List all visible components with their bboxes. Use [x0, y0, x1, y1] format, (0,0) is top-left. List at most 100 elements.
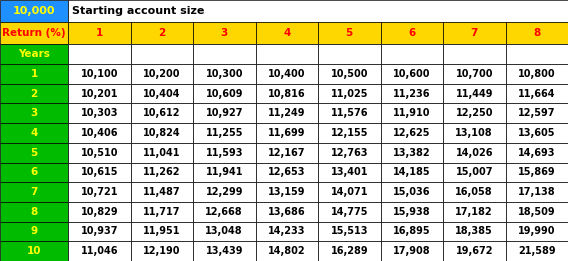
Text: 12,299: 12,299	[206, 187, 243, 197]
Text: 6: 6	[30, 167, 37, 177]
Text: 2: 2	[30, 88, 37, 99]
Text: 21,589: 21,589	[518, 246, 556, 256]
Bar	[381, 103, 443, 123]
Text: 16,895: 16,895	[393, 227, 431, 236]
Bar	[0, 64, 68, 84]
Bar	[318, 222, 381, 241]
Bar	[443, 202, 506, 222]
Bar	[443, 84, 506, 103]
Text: 10,615: 10,615	[81, 167, 118, 177]
Text: 11,951: 11,951	[143, 227, 181, 236]
Bar	[256, 241, 318, 261]
Text: 13,382: 13,382	[393, 148, 431, 158]
Bar	[256, 163, 318, 182]
Bar	[381, 84, 443, 103]
Text: 7: 7	[30, 187, 37, 197]
Text: 10,937: 10,937	[81, 227, 118, 236]
Text: 18,385: 18,385	[456, 227, 493, 236]
Bar	[0, 202, 68, 222]
Bar	[193, 222, 256, 241]
Bar	[193, 22, 256, 44]
Bar	[256, 182, 318, 202]
Text: 3: 3	[220, 28, 228, 38]
Text: Years: Years	[18, 49, 50, 59]
Bar	[0, 182, 68, 202]
Bar	[68, 222, 131, 241]
Bar	[318, 241, 381, 261]
Bar	[68, 103, 131, 123]
Bar	[0, 163, 68, 182]
Text: 17,182: 17,182	[456, 207, 493, 217]
Text: 10,300: 10,300	[206, 69, 243, 79]
Bar	[318, 163, 381, 182]
Bar	[506, 143, 568, 163]
Text: 17,908: 17,908	[393, 246, 431, 256]
Text: 14,071: 14,071	[331, 187, 368, 197]
Text: 5: 5	[345, 28, 353, 38]
Bar	[131, 202, 193, 222]
Bar	[193, 64, 256, 84]
Text: 10,829: 10,829	[81, 207, 118, 217]
Bar	[131, 44, 193, 64]
Text: 10,800: 10,800	[518, 69, 556, 79]
Bar	[506, 44, 568, 64]
Text: 11,249: 11,249	[268, 108, 306, 118]
Bar	[0, 103, 68, 123]
Bar	[506, 163, 568, 182]
Text: 19,672: 19,672	[456, 246, 493, 256]
Bar	[443, 241, 506, 261]
Text: 11,576: 11,576	[331, 108, 368, 118]
Text: 10,600: 10,600	[393, 69, 431, 79]
Bar	[0, 0, 68, 22]
Text: 10,612: 10,612	[143, 108, 181, 118]
Bar	[318, 123, 381, 143]
Bar	[0, 222, 68, 241]
Bar	[131, 241, 193, 261]
Bar	[318, 143, 381, 163]
Bar	[0, 143, 68, 163]
Text: 10,201: 10,201	[81, 88, 118, 99]
Text: 4: 4	[30, 128, 37, 138]
Text: 10,700: 10,700	[456, 69, 493, 79]
Bar	[443, 103, 506, 123]
Bar	[193, 143, 256, 163]
Bar	[131, 103, 193, 123]
Bar	[381, 182, 443, 202]
Bar	[68, 44, 131, 64]
Bar	[443, 182, 506, 202]
Text: 10: 10	[27, 246, 41, 256]
Bar	[318, 202, 381, 222]
Bar	[256, 202, 318, 222]
Bar	[506, 84, 568, 103]
Text: 13,439: 13,439	[206, 246, 243, 256]
Bar	[256, 103, 318, 123]
Text: 10,100: 10,100	[81, 69, 118, 79]
Text: 13,159: 13,159	[268, 187, 306, 197]
Text: 11,236: 11,236	[393, 88, 431, 99]
Text: 1: 1	[95, 28, 103, 38]
Bar	[193, 123, 256, 143]
Text: 14,026: 14,026	[456, 148, 493, 158]
Text: 3: 3	[30, 108, 37, 118]
Bar	[256, 64, 318, 84]
Bar	[131, 84, 193, 103]
Bar	[256, 22, 318, 44]
Text: 13,401: 13,401	[331, 167, 368, 177]
Text: 8: 8	[533, 28, 540, 38]
Bar	[131, 222, 193, 241]
Text: 13,605: 13,605	[518, 128, 556, 138]
Text: 11,941: 11,941	[206, 167, 243, 177]
Text: 4: 4	[283, 28, 290, 38]
Text: 12,668: 12,668	[206, 207, 243, 217]
Bar	[256, 143, 318, 163]
Bar	[506, 202, 568, 222]
Text: 15,513: 15,513	[331, 227, 368, 236]
Bar	[381, 22, 443, 44]
Bar	[443, 123, 506, 143]
Bar	[318, 84, 381, 103]
Bar	[193, 44, 256, 64]
Bar	[131, 22, 193, 44]
Bar	[443, 143, 506, 163]
Text: 10,400: 10,400	[268, 69, 306, 79]
Text: 16,289: 16,289	[331, 246, 368, 256]
